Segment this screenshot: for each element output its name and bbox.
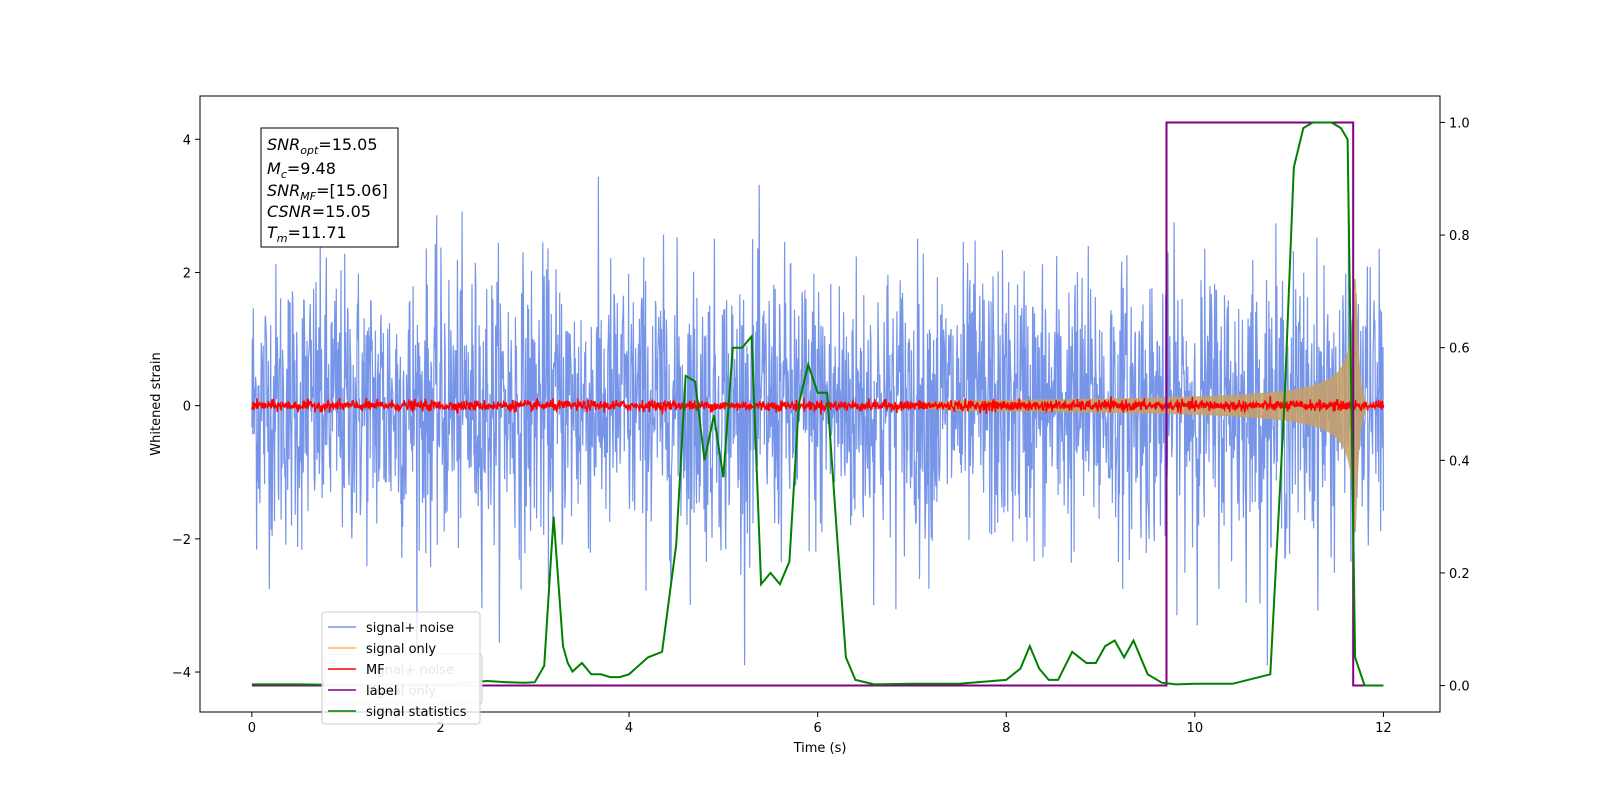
series-signal-statistics-line [251,121,1384,687]
plot-area [251,121,1385,687]
annotation-snr-opt: SNRopt=15.05 [267,135,378,157]
y2-tick-label: 0.6 [1449,342,1470,357]
x-axis: 0 2 4 6 8 10 12 [248,712,1392,736]
y2-tick-label: 0.8 [1449,229,1470,244]
y-axis-label: Whitened strain [149,352,164,455]
x-tick-label: 0 [248,721,256,736]
y-tick-label: 4 [183,133,191,148]
series-label-line [251,121,1384,687]
axes-frame [199,95,1441,713]
series-signal-noise-line [251,176,1384,666]
x-tick-label: 4 [625,721,633,736]
x-axis-label: Time (s) [793,741,847,756]
y-tick-label: −4 [172,666,191,681]
annotation-snr-mf: SNRMF=[15.06] [267,181,388,203]
y-tick-label: 2 [183,266,191,281]
legend-signal-statistics-label: signal statistics [366,705,467,720]
y-tick-label: −2 [172,533,191,548]
x-tick-label: 6 [814,721,822,736]
y-axis-left: −4 −2 0 2 4 [172,133,200,681]
legend-label-label: label [366,684,397,699]
y2-tick-label: 1.0 [1449,116,1470,131]
legend-frame [321,611,481,725]
y2-tick-label: 0.2 [1449,567,1470,582]
annotation-frame [260,127,399,248]
annotation-csnr: CSNR=15.05 [267,202,371,221]
legend-signal-noise-label: signal+ noise [366,621,454,636]
legend: signal+ noise signal only MF label signal st… [321,611,481,725]
annotation-tm: Tm=11.71 [267,223,347,245]
legend-mf-label: MF [366,663,385,678]
y2-tick-label: 0.4 [1449,454,1470,469]
series-mf-line [251,396,1385,415]
y-tick-label: 0 [183,400,191,415]
x-tick-label: 10 [1187,721,1204,736]
legend-signal-only-label: signal only [366,642,436,657]
annotation-mc: Mc=9.48 [267,159,336,181]
x-tick-label: 2 [436,721,444,736]
y2-tick-label: 0.0 [1449,680,1470,695]
y-axis-right: 0.0 0.2 0.4 0.6 0.8 1.0 [1440,116,1470,695]
x-tick-label: 8 [1002,721,1010,736]
annotation-box: SNRopt=15.05 Mc=9.48 SNRMF=[15.06] CSNR=… [260,127,399,248]
x-tick-label: 12 [1375,721,1392,736]
